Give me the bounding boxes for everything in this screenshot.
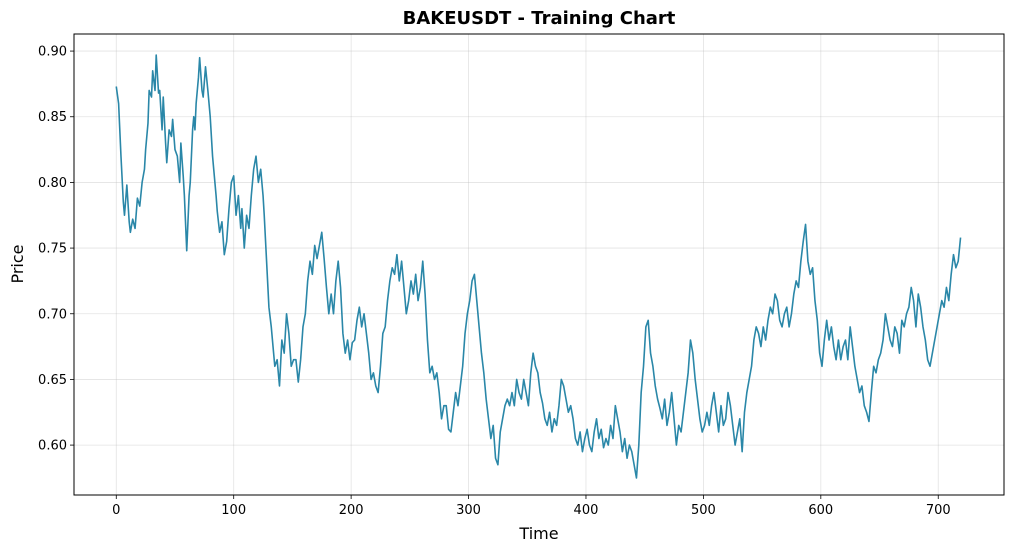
x-tick-label: 400	[574, 503, 599, 518]
x-tick-label: 600	[808, 503, 833, 518]
x-tick-label: 0	[112, 503, 120, 518]
x-axis-label: Time	[518, 524, 558, 543]
y-tick-label: 0.70	[38, 307, 67, 322]
y-axis-ticks: 0.60 0.65 0.70 0.75 0.80 0.85 0.90	[38, 45, 74, 454]
y-tick-label: 0.90	[38, 45, 67, 60]
x-tick-label: 100	[221, 503, 246, 518]
x-tick-label: 700	[926, 503, 951, 518]
y-tick-label: 0.75	[38, 242, 67, 257]
y-tick-label: 0.65	[38, 373, 67, 388]
x-tick-label: 200	[339, 503, 364, 518]
y-tick-label: 0.85	[38, 110, 67, 125]
price-line	[115, 54, 962, 479]
y-tick-label: 0.80	[38, 176, 67, 191]
plot-frame	[73, 33, 1005, 496]
y-axis-label: Price	[8, 244, 27, 283]
y-tick-label: 0.60	[38, 439, 67, 454]
x-tick-label: 300	[456, 503, 481, 518]
x-tick-label: 500	[691, 503, 716, 518]
chart-title: BAKEUSDT - Training Chart	[403, 8, 676, 29]
x-axis-ticks: 0 100 200 300 400 500 600 700	[112, 495, 951, 518]
